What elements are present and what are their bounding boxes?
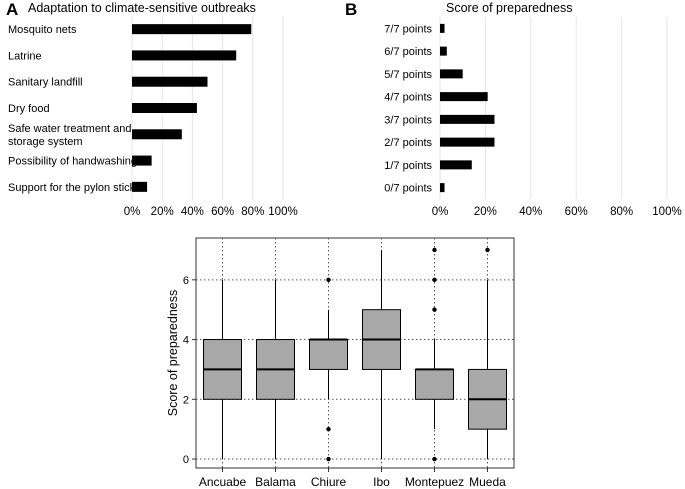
panel-a-bars bbox=[132, 24, 252, 192]
panel-b-bar bbox=[440, 114, 495, 124]
panel-a-category-label-line: Mosquito nets bbox=[8, 24, 77, 36]
panel-b-category-label: 4/7 points bbox=[384, 92, 432, 104]
panel-a-category-label: Possibility of handwashing bbox=[8, 156, 137, 168]
boxplot-x-tick-label: Chiure bbox=[311, 475, 347, 489]
panel-a-bar bbox=[132, 76, 208, 87]
panel-a-tick-labels: 0% 20% 40% 60% 80% 100% bbox=[124, 206, 298, 218]
panel-b-bar bbox=[440, 92, 488, 102]
panel-b-bar bbox=[440, 137, 495, 147]
panel-a-bar bbox=[132, 50, 237, 61]
panel-b-tick-label: 20% bbox=[474, 206, 497, 218]
panel-a-bar bbox=[132, 181, 148, 192]
boxplot-outlier-point bbox=[326, 277, 331, 283]
panel-b-category-label-line: 4/7 points bbox=[384, 92, 432, 104]
boxplot-outlier-point bbox=[432, 247, 437, 253]
panel-a-title: Adaptation to climate-sensitive outbreak… bbox=[28, 1, 256, 15]
boxplot-y-tick-label: 4 bbox=[183, 335, 189, 347]
panel-a-tick-label: 60% bbox=[211, 206, 234, 218]
boxplot-x-tick-label: Mueda bbox=[469, 475, 506, 489]
panel-boxplot: 0 2 4 6 Ancuabe Balama Chiure Ibo Montepuez Mued… bbox=[166, 237, 515, 489]
boxplot-x-tick-label: Ancuabe bbox=[199, 475, 247, 489]
panel-a-category-labels: Mosquito nets Latrine Sanitary landfill Dry… bbox=[8, 24, 137, 194]
panel-a-category-label: Mosquito nets bbox=[8, 24, 77, 36]
panel-b-bar bbox=[440, 69, 463, 79]
boxplot-x-tick-label: Balama bbox=[255, 475, 296, 489]
panel-a-category-label: Dry food bbox=[8, 103, 50, 115]
boxplot-y-tick-labels: 0 2 4 6 bbox=[183, 275, 189, 466]
panel-b-title: Score of preparedness bbox=[446, 1, 572, 15]
panel-b-tick-label: 40% bbox=[519, 206, 542, 218]
panel-a-category-label-line: Dry food bbox=[8, 103, 50, 115]
panel-b-category-label: 0/7 points bbox=[384, 183, 432, 195]
panel-b-tick-label: 100% bbox=[652, 206, 681, 218]
panel-a-tick-label: 20% bbox=[151, 206, 174, 218]
panel-a-category-label-line: Latrine bbox=[8, 50, 42, 62]
panel-a-tick-label: 40% bbox=[181, 206, 204, 218]
panel-b-category-label-line: 6/7 points bbox=[384, 46, 432, 58]
panel-b-bar bbox=[440, 160, 472, 170]
panel-b-tick-label: 80% bbox=[610, 206, 633, 218]
panel-b-category-label-line: 0/7 points bbox=[384, 183, 432, 195]
panel-b-letter: B bbox=[345, 0, 357, 19]
panel-a-category-label: Latrine bbox=[8, 50, 42, 62]
boxplot-y-axis-label: Score of preparedness bbox=[166, 290, 180, 416]
panel-b-category-label: 6/7 points bbox=[384, 46, 432, 58]
panel-b-category-labels: 7/7 points 6/7 points 5/7 points 4/7 points… bbox=[384, 23, 432, 194]
boxplot-box bbox=[309, 339, 348, 370]
boxplot-outlier-point bbox=[432, 456, 437, 462]
panel-b-tick-labels: 0% 20% 40% 60% 80% 100% bbox=[432, 206, 682, 218]
panel-a-category-label-line: Possibility of handwashing bbox=[8, 156, 137, 168]
boxplot-plot-area bbox=[195, 237, 515, 469]
panel-a-category-label-line: Safe water treatment and bbox=[8, 123, 132, 135]
boxplot-x-tick-label: Ibo bbox=[373, 475, 390, 489]
panel-a-tick-label: 0% bbox=[124, 206, 141, 218]
boxplot-outlier-point bbox=[485, 247, 490, 253]
panel-b-category-label-line: 2/7 points bbox=[384, 137, 432, 149]
panel-b-category-label-line: 1/7 points bbox=[384, 160, 432, 172]
panel-b-gridlines bbox=[439, 17, 668, 199]
panel-b: B Score of preparedness 7/7 points 6/7 po… bbox=[345, 0, 682, 218]
panel-b-category-label-line: 5/7 points bbox=[384, 69, 432, 81]
panel-a-category-label: Support for the pylon stick bbox=[8, 182, 136, 194]
panel-a-category-label: Sanitary landfill bbox=[8, 77, 83, 89]
panel-a: A Adaptation to climate-sensitive outbre… bbox=[6, 0, 298, 218]
boxplot-x-tick-label: Montepuez bbox=[405, 475, 464, 489]
boxplot-gridlines bbox=[192, 238, 514, 472]
panel-b-category-label: 7/7 points bbox=[384, 23, 432, 35]
panel-b-bar bbox=[440, 46, 447, 56]
panel-a-bar bbox=[132, 129, 182, 140]
panel-b-bars bbox=[440, 23, 495, 193]
boxplot-outlier-point bbox=[432, 277, 437, 283]
panel-b-category-label: 3/7 points bbox=[384, 114, 432, 126]
panel-a-letter: A bbox=[6, 0, 18, 19]
panel-a-bar bbox=[132, 24, 252, 35]
boxplot-box bbox=[415, 368, 454, 400]
panel-a-category-label-line: Sanitary landfill bbox=[8, 77, 83, 89]
panel-b-category-label: 5/7 points bbox=[384, 69, 432, 81]
panel-b-category-label: 2/7 points bbox=[384, 137, 432, 149]
panel-a-tick-label: 100% bbox=[268, 206, 297, 218]
boxplot-x-tick-labels: Ancuabe Balama Chiure Ibo Montepuez Mueda bbox=[199, 475, 506, 489]
boxplot-outlier-point bbox=[326, 456, 331, 462]
panel-b-category-label-line: 3/7 points bbox=[384, 114, 432, 126]
boxplot-outlier-point bbox=[326, 426, 331, 432]
boxplot-outlier-point bbox=[432, 307, 437, 312]
boxplot-y-tick-label: 6 bbox=[183, 275, 189, 287]
panel-a-bar bbox=[132, 103, 197, 113]
panel-b-category-label-line: 7/7 points bbox=[384, 23, 432, 35]
boxplot-boxes bbox=[203, 247, 507, 462]
boxplot-y-tick-label: 2 bbox=[183, 394, 189, 406]
panel-a-category-label-line: Support for the pylon stick bbox=[8, 182, 136, 194]
panel-a-tick-label: 80% bbox=[241, 206, 264, 218]
panel-b-tick-label: 60% bbox=[565, 206, 588, 218]
panel-a-category-label: Safe water treatment and storage system bbox=[8, 123, 132, 148]
panel-b-bar bbox=[440, 183, 445, 193]
panel-b-bar bbox=[440, 23, 445, 33]
boxplot-y-tick-label: 0 bbox=[183, 454, 189, 466]
panel-b-category-label: 1/7 points bbox=[384, 160, 432, 172]
panel-a-bar bbox=[132, 155, 152, 166]
panel-a-category-label-line: storage system bbox=[8, 136, 83, 148]
panel-b-tick-label: 0% bbox=[432, 206, 449, 218]
